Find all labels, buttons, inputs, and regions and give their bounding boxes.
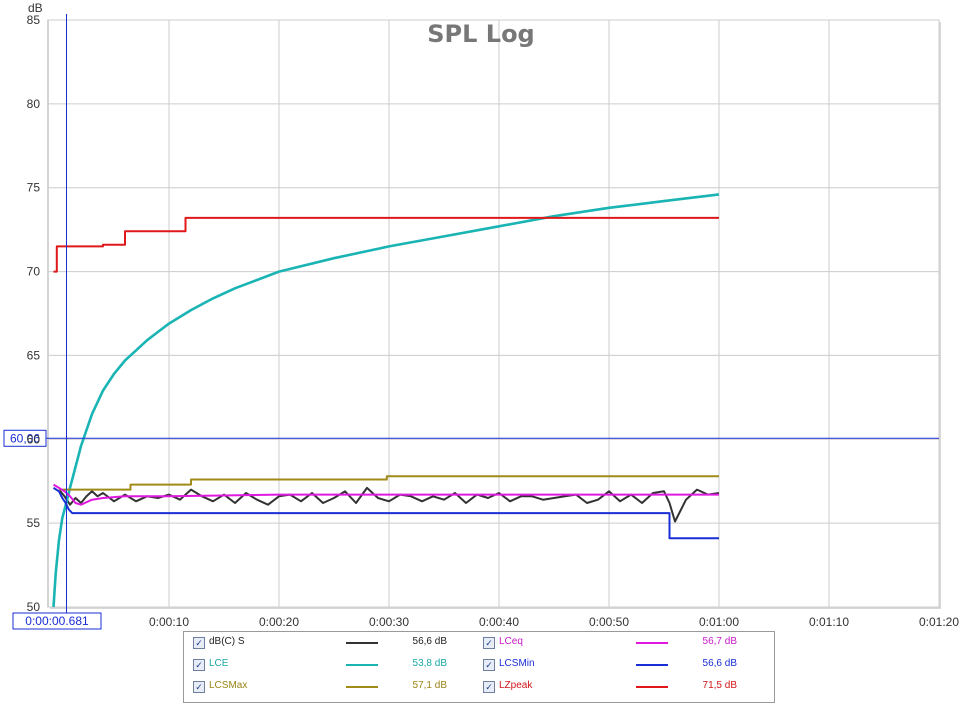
x-tick-label: 0:01:20 [919, 615, 959, 629]
x-tick-label: 0:00:30 [369, 615, 409, 629]
legend-checkbox[interactable]: ✓ [483, 659, 495, 671]
legend-row: ✓ dB(C) S 56,6 dB ✓ LCeq 56,7 dB [184, 633, 774, 655]
cursor-x-label: 0:00:00.681 [25, 614, 89, 628]
legend-swatch [346, 642, 378, 644]
y-tick-label: 50 [27, 600, 41, 614]
y-tick-label: 60 [27, 432, 41, 446]
x-tick-label: 0:01:10 [809, 615, 849, 629]
cursor-y-label: 60,06 [10, 431, 40, 445]
legend-value: 53,8 dB [412, 658, 447, 669]
legend-series-name: LCeq [499, 636, 523, 647]
y-tick-label: 80 [27, 97, 41, 111]
legend-checkbox[interactable]: ✓ [483, 637, 495, 649]
cursor-x-box [12, 612, 102, 630]
series-line-lcsmax [59, 475, 719, 491]
plot-area [47, 19, 940, 608]
legend-value: 56,7 dB [702, 636, 737, 647]
legend-swatch [346, 686, 378, 688]
x-tick-label: 0:00:40 [479, 615, 519, 629]
legend-checkbox[interactable]: ✓ [193, 659, 205, 671]
y-tick-label: 85 [27, 13, 41, 27]
cursor-y-box [3, 429, 47, 447]
legend-value: 56,6 dB [412, 636, 447, 647]
legend-swatch [636, 686, 668, 688]
y-axis-unit-label: dB [28, 1, 43, 15]
legend-row: ✓ LCSMax 57,1 dB ✓ LZpeak 71,5 dB [184, 677, 774, 699]
legend-series-name: LCE [209, 658, 229, 669]
legend-value: 57,1 dB [412, 680, 447, 691]
legend-swatch [346, 664, 378, 666]
legend-series-name: LCSMin [499, 658, 535, 669]
legend-swatch [636, 664, 668, 666]
series-line-lcsmin [52, 487, 719, 540]
series-line-db-c-s [58, 486, 720, 523]
x-tick-label: 0:00:50 [589, 615, 629, 629]
legend-series-name: dB(C) S [209, 636, 245, 647]
legend-value: 71,5 dB [702, 680, 737, 691]
legend-panel: ✓ dB(C) S 56,6 dB ✓ LCeq 56,7 dB ✓ LCE 53,8 dB ✓ L… [183, 631, 775, 703]
legend-checkbox[interactable]: ✓ [483, 681, 495, 693]
legend-series-name: LCSMax [209, 680, 248, 691]
y-tick-label: 65 [27, 348, 41, 362]
spl-log-chart[interactable]: 60,06 0:00:00.681 85 80 75 70 65 60 55 50 0:00:10… [0, 0, 963, 631]
chart-title: SPL Log [427, 20, 534, 48]
legend-swatch [636, 642, 668, 644]
legend-checkbox[interactable]: ✓ [193, 681, 205, 693]
x-tick-label: 0:00:10 [149, 615, 189, 629]
y-tick-label: 55 [27, 516, 41, 530]
legend-checkbox[interactable]: ✓ [193, 637, 205, 649]
y-tick-label: 70 [27, 265, 41, 279]
series-line-lzpeak [53, 216, 719, 273]
legend-row: ✓ LCE 53,8 dB ✓ LCSMin 56,6 dB [184, 655, 774, 677]
x-tick-label: 0:00:20 [259, 615, 299, 629]
x-tick-label: 0:01:00 [699, 615, 739, 629]
y-tick-label: 75 [27, 181, 41, 195]
legend-value: 56,6 dB [702, 658, 737, 669]
legend-series-name: LZpeak [499, 680, 533, 691]
